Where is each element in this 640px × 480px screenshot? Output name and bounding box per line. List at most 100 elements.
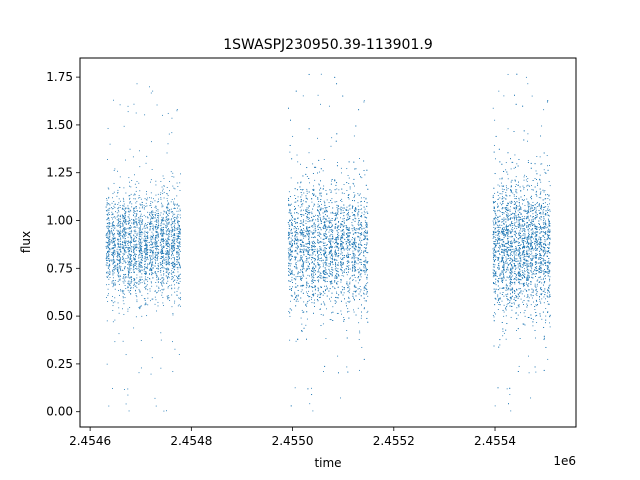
data-point [125,192,127,194]
data-point [151,210,153,212]
data-point [139,232,141,234]
data-point [130,244,131,246]
data-point [326,233,327,235]
data-point [156,310,158,312]
data-point [302,249,303,251]
data-point [319,227,321,229]
data-point [139,166,141,168]
data-point [122,246,124,248]
data-point [323,253,325,255]
data-point [119,207,121,209]
data-point [177,220,179,222]
data-point [176,217,177,219]
data-point [166,244,168,246]
data-point [336,201,338,203]
data-point [351,270,353,272]
data-point [150,240,152,242]
data-point [177,207,178,209]
data-point [171,176,173,177]
data-point [171,263,173,264]
data-point [361,216,363,218]
data-point [155,299,157,301]
data-point [340,263,342,265]
data-point [351,246,353,248]
data-point [144,227,146,229]
data-point [366,312,368,314]
data-point [295,340,297,342]
data-point [147,236,149,238]
data-point [326,220,328,222]
data-point [152,251,154,253]
data-point [161,235,163,237]
data-point [174,284,175,286]
data-point [176,204,178,206]
data-point [130,228,132,229]
data-point [129,201,131,203]
data-point [346,226,348,228]
data-point [319,194,321,196]
data-point [112,193,114,195]
data-point [120,232,122,234]
data-point [154,246,156,248]
data-point [158,290,160,292]
data-point [158,252,160,254]
data-point [125,354,127,356]
data-point [160,251,162,253]
data-point [146,227,148,229]
data-point [365,257,367,259]
data-point [111,282,113,284]
data-point [295,256,297,258]
data-point [114,268,116,270]
data-point [147,263,149,265]
data-point [130,257,131,259]
data-point [171,239,173,241]
data-point [360,234,362,236]
data-point [177,277,179,279]
data-point [150,235,152,237]
data-point [117,256,119,258]
data-point [147,242,149,243]
data-point [306,226,308,227]
data-point [132,215,134,217]
data-point [108,266,110,268]
data-point [141,204,143,206]
data-point [128,233,130,235]
data-point [138,255,140,257]
data-point [314,302,315,304]
data-point [108,196,110,198]
data-point [151,265,152,267]
data-point [109,277,111,278]
data-point [346,281,348,283]
data-point [113,169,115,171]
data-point [171,294,173,296]
data-point [354,185,355,187]
data-point [303,220,305,222]
data-point [154,290,156,292]
data-point [152,246,154,248]
data-point [130,258,132,260]
data-point [133,220,135,222]
data-point [118,253,120,255]
data-point [121,291,123,293]
data-point [359,243,361,245]
data-point [346,206,348,208]
data-point [144,283,146,285]
data-point [160,233,162,235]
data-point [172,281,174,283]
data-point [147,256,148,258]
data-point [109,231,111,233]
data-point [145,285,147,287]
data-point [143,250,145,252]
data-point [130,210,132,212]
data-point [111,228,113,229]
data-point [138,267,140,269]
data-point [157,255,159,257]
data-point [313,188,315,190]
data-point [158,268,160,270]
data-point [167,230,169,232]
data-point [124,222,126,224]
data-point [330,245,332,247]
data-point [167,298,169,300]
data-point [322,290,324,292]
data-point [155,215,157,217]
